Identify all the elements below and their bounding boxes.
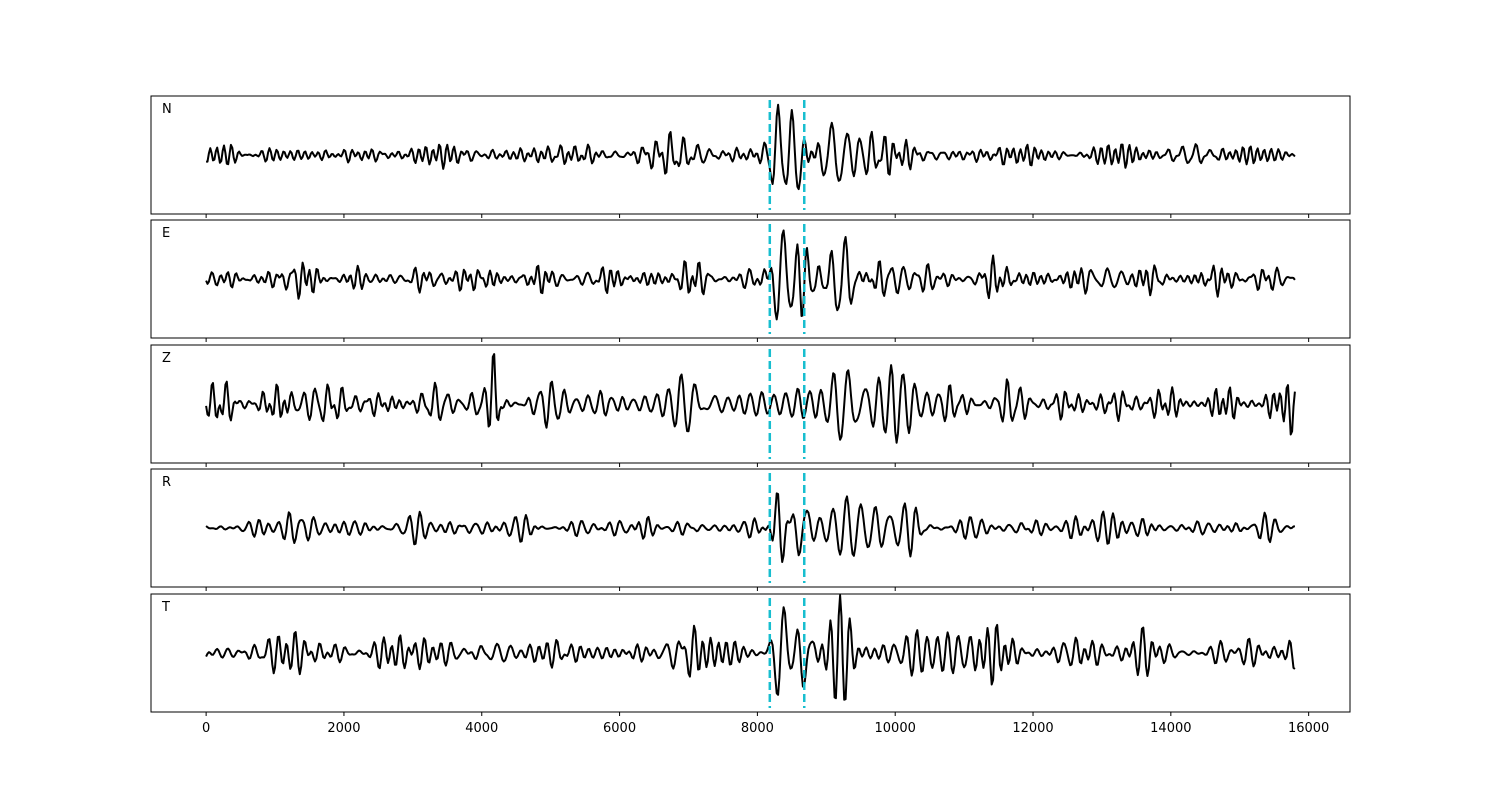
waveform-trace-z [205,353,1296,444]
x-tick-label: 14000 [1150,721,1191,736]
panel-label-e: E [162,226,170,241]
waveform-trace-e [205,229,1296,321]
panel-n: N [150,95,1351,218]
x-axis: 0 2000 4000 6000 8000 10000 12000 14000 16000 [202,721,1329,736]
panel-frame [150,95,1351,215]
panel-r: R [150,468,1351,591]
panel-label-z: Z [162,351,171,366]
waveform-trace-t [205,594,1296,701]
x-tick-label: 6000 [603,721,636,736]
x-tick-label: 0 [202,721,210,736]
x-tick-label: 4000 [465,721,498,736]
x-tick-label: 10000 [875,721,916,736]
panel-frame [150,468,1351,588]
x-tick-label: 12000 [1012,721,1053,736]
waveform-trace-r [205,492,1296,563]
panel-frame [150,344,1351,464]
x-tick-label: 8000 [741,721,774,736]
panel-t: T [150,593,1351,716]
panel-label-r: R [162,475,171,490]
waveform-trace-n [205,103,1296,191]
panel-frame [150,219,1351,339]
panel-label-n: N [162,102,172,117]
panel-label-t: T [161,600,170,615]
panel-e: E [150,219,1351,342]
x-tick-label: 16000 [1288,721,1329,736]
panel-z: Z [150,344,1351,467]
panels-group: N E Z R T [150,95,1351,716]
panel-frame [150,593,1351,713]
x-tick-label: 2000 [327,721,360,736]
